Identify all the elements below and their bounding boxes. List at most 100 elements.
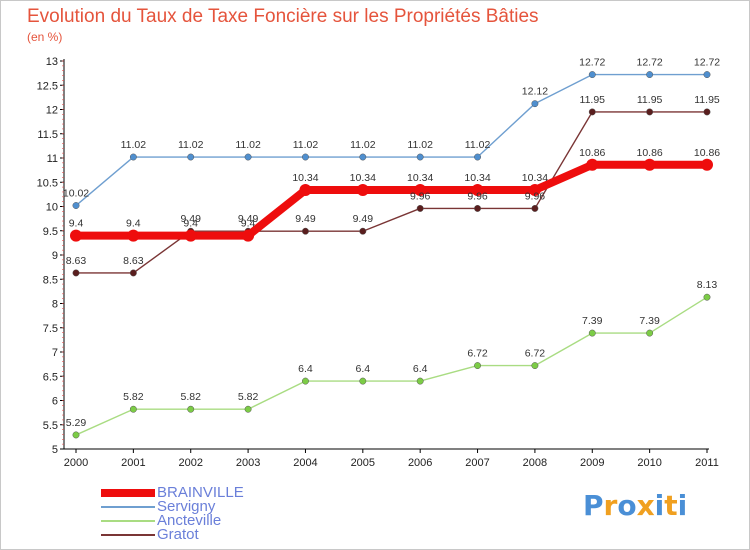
legend-swatch-ancteville (101, 520, 155, 522)
data-label-brainville: 9.4 (69, 218, 84, 230)
data-point-ancteville (359, 377, 367, 385)
data-point-gratot (416, 204, 424, 212)
logo-letter: r (603, 489, 618, 522)
data-label-brainville: 10.86 (636, 147, 662, 159)
data-label-gratot: 9.49 (181, 213, 202, 225)
data-label-servigny: 11.02 (407, 139, 433, 151)
y-tick-label: 5.5 (43, 420, 58, 432)
data-point-ancteville (474, 362, 481, 370)
data-label-ancteville: 7.39 (639, 315, 660, 327)
data-point-brainville (701, 158, 713, 171)
data-label-ancteville: 6.4 (413, 363, 428, 375)
data-point-servigny (416, 153, 424, 161)
data-point-brainville (70, 229, 82, 242)
data-point-brainville (471, 184, 484, 197)
data-point-gratot (531, 204, 539, 212)
logo-letter: i (654, 489, 665, 522)
data-point-ancteville (244, 405, 252, 413)
x-tick-label: 2003 (236, 457, 260, 469)
legend-label-servigny: Servigny (157, 498, 216, 515)
proxiti-logo: Proxiti (583, 489, 687, 522)
data-label-servigny: 12.72 (579, 57, 605, 69)
y-tick-label: 13 (46, 56, 58, 68)
data-label-servigny: 11.02 (350, 139, 376, 151)
data-point-ancteville (187, 405, 195, 413)
data-label-servigny: 11.02 (465, 139, 491, 151)
series-line-servigny (75, 73, 708, 207)
y-tick-label: 12.5 (37, 80, 58, 92)
legend-label-brainville: BRAINVILLE (157, 484, 244, 501)
y-tick-label: 9 (52, 250, 58, 262)
x-tick-label: 2010 (637, 457, 661, 469)
data-label-gratot: 9.96 (525, 190, 546, 202)
y-tick-label: 11 (47, 153, 58, 165)
data-label-ancteville: 6.72 (467, 348, 488, 360)
logo-letter: i (677, 489, 688, 522)
data-label-gratot: 9.49 (353, 213, 374, 225)
data-label-ancteville: 5.29 (66, 417, 87, 429)
y-tick-label: 8 (52, 299, 58, 311)
data-point-brainville (299, 184, 312, 197)
data-label-servigny: 12.72 (636, 57, 662, 69)
data-label-ancteville: 5.82 (181, 391, 202, 403)
data-point-servigny (72, 202, 80, 209)
data-label-ancteville: 5.82 (238, 391, 259, 403)
data-label-servigny: 12.72 (694, 57, 720, 69)
data-label-ancteville: 6.4 (298, 363, 313, 375)
data-label-brainville: 10.86 (694, 147, 720, 159)
y-tick-label: 7 (52, 347, 58, 359)
data-point-brainville (528, 184, 541, 197)
data-label-ancteville: 5.82 (123, 391, 144, 403)
data-point-servigny (703, 71, 711, 79)
data-label-brainville: 10.34 (350, 172, 376, 184)
data-label-servigny: 11.02 (293, 139, 319, 151)
data-point-servigny (588, 71, 596, 79)
data-label-brainville: 9.4 (126, 218, 141, 230)
data-label-brainville: 9.4 (241, 218, 256, 230)
data-point-brainville (414, 184, 427, 197)
data-point-ancteville (72, 431, 80, 439)
data-label-gratot: 8.63 (66, 255, 87, 267)
data-label-gratot: 11.95 (694, 94, 720, 106)
data-point-gratot (703, 108, 711, 116)
x-tick-label: 2001 (121, 457, 145, 469)
data-point-brainville (643, 158, 656, 171)
chart-title: Evolution du Taux de Taxe Foncière sur l… (27, 6, 539, 27)
legend-swatch-servigny (101, 506, 155, 508)
data-label-brainville: 9.4 (183, 218, 198, 230)
data-label-gratot: 9.49 (295, 213, 316, 225)
data-label-gratot: 8.63 (123, 255, 144, 267)
y-tick-label: 8.5 (43, 274, 58, 286)
data-label-brainville: 10.34 (292, 172, 318, 184)
data-point-gratot (129, 269, 137, 277)
data-point-brainville (242, 229, 255, 242)
x-tick-label: 2002 (178, 457, 202, 469)
data-point-ancteville (531, 362, 539, 370)
data-label-servigny: 10.02 (63, 188, 89, 200)
x-tick-label: 2011 (695, 457, 719, 469)
data-point-servigny (359, 153, 367, 161)
data-label-brainville: 10.34 (464, 172, 490, 184)
x-tick-label: 2007 (465, 457, 489, 469)
series-line-ancteville (75, 296, 708, 436)
legend-swatch-gratot (101, 534, 155, 536)
data-point-servigny (244, 153, 252, 161)
data-label-ancteville: 6.72 (525, 348, 546, 360)
chart-subtitle: (en %) (27, 30, 63, 44)
data-label-brainville: 10.34 (407, 172, 433, 184)
data-label-servigny: 12.12 (522, 86, 548, 98)
data-point-brainville (184, 229, 197, 242)
data-point-gratot (588, 108, 596, 116)
data-label-ancteville: 8.13 (697, 279, 718, 291)
legend-label-ancteville: Ancteville (157, 512, 222, 529)
y-tick-label: 10.5 (37, 177, 58, 189)
data-label-gratot: 9.96 (467, 190, 488, 202)
x-tick-label: 2004 (293, 457, 317, 469)
x-tick-label: 2009 (580, 457, 604, 469)
data-point-brainville (356, 184, 369, 197)
logo-letter: t (664, 489, 678, 522)
data-point-servigny (474, 153, 481, 161)
data-point-gratot (474, 204, 481, 212)
data-label-servigny: 11.02 (178, 139, 204, 151)
